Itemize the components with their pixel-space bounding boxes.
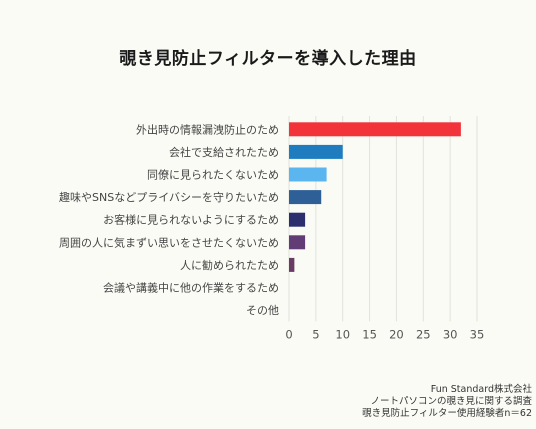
category-label: 趣味やSNSなどプライバシーを守りたいため xyxy=(59,190,279,204)
bar xyxy=(289,144,343,159)
source-company: Fun Standard株式会社 xyxy=(430,384,532,395)
x-tick-label: 20 xyxy=(389,327,404,341)
category-label: 会議や講義中に他の作業をするため xyxy=(103,281,279,295)
category-label: 同僚に見られたくないため xyxy=(147,169,279,182)
chart-title: 覗き見防止フィルターを導入した理由 xyxy=(119,49,417,69)
x-tick-label: 0 xyxy=(285,327,292,341)
x-tick-label: 5 xyxy=(312,327,319,341)
x-tick-label: 10 xyxy=(335,327,350,341)
x-tick-label: 30 xyxy=(443,327,458,341)
bar xyxy=(289,190,322,205)
x-axis-ticks: 0 5 10 15 20 25 30 35 xyxy=(285,327,484,341)
source-sample: 覗き見防止フィルター使用経験者n＝62 xyxy=(362,408,532,419)
bar xyxy=(289,122,461,137)
bars xyxy=(289,122,461,272)
bar xyxy=(289,167,327,182)
category-label: その他 xyxy=(246,304,279,317)
bar xyxy=(289,235,306,250)
x-tick-label: 25 xyxy=(416,327,431,341)
category-label: 外出時の情報漏洩防止のため xyxy=(136,122,279,136)
category-labels: 外出時の情報漏洩防止のため会社で支給されたため同僚に見られたくないため趣味やSN… xyxy=(59,122,279,317)
source-survey: ノートパソコンの覗き見に関する調査 xyxy=(370,396,532,407)
x-tick-label: 35 xyxy=(470,327,485,341)
bar xyxy=(289,257,295,272)
category-label: 人に勧められたため xyxy=(180,258,279,272)
bar xyxy=(289,212,306,227)
x-tick-label: 15 xyxy=(362,327,377,341)
category-label: 会社で支給されたため xyxy=(169,145,279,159)
category-label: 周囲の人に気まずい思いをさせたくないため xyxy=(59,235,279,249)
source-note: Fun Standard株式会社 ノートパソコンの覗き見に関する調査 覗き見防止… xyxy=(362,384,532,420)
category-label: お客様に見られないようにするため xyxy=(103,213,279,227)
